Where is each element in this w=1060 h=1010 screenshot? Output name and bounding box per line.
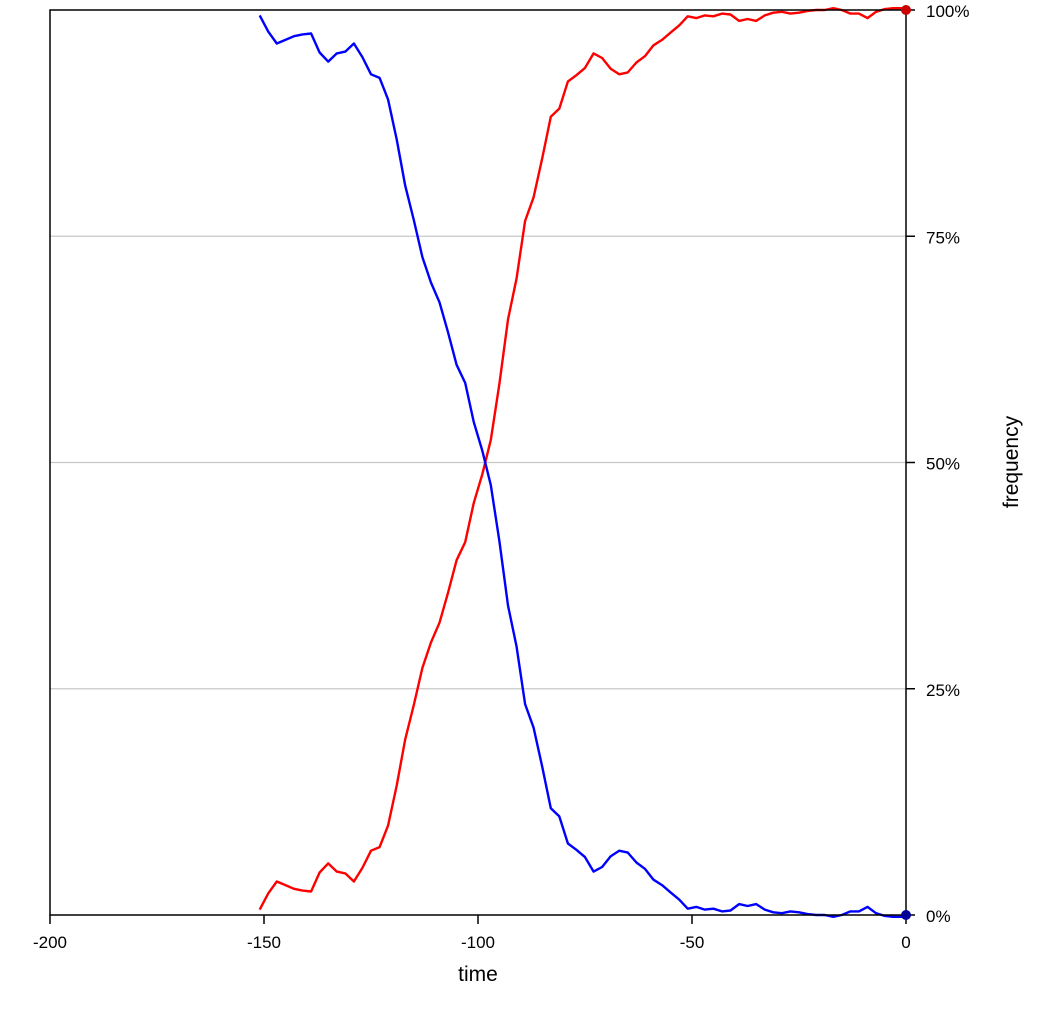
- y-axis-title: frequency: [1000, 415, 1023, 508]
- y-tick-label: 25%: [926, 681, 960, 700]
- x-axis-title: time: [458, 963, 498, 986]
- x-tick-label: -150: [247, 933, 281, 952]
- y-tick-label: 100%: [926, 2, 969, 21]
- y-tick-label: 75%: [926, 228, 960, 247]
- x-tick-label: -100: [461, 933, 495, 952]
- series-layer: [258, 6, 907, 918]
- x-tick-label: 0: [901, 933, 910, 952]
- x-axis: -200 -150 -100 -50 0: [33, 915, 911, 952]
- x-tick-label: -50: [680, 933, 705, 952]
- series-line-1: [258, 14, 907, 918]
- y-tick-label: 50%: [926, 455, 960, 474]
- end-marker-0: [901, 5, 911, 15]
- gridlines: [50, 235, 906, 690]
- end-markers: [901, 5, 911, 920]
- series-line-0: [258, 6, 907, 911]
- y-axis: 0% 25% 50% 75% 100%: [906, 2, 969, 926]
- end-marker-1: [901, 910, 911, 920]
- y-tick-label: 0%: [926, 907, 951, 926]
- x-tick-label: -200: [33, 933, 67, 952]
